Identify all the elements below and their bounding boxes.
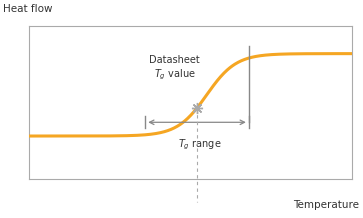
Text: $T_g$ range: $T_g$ range: [179, 138, 222, 152]
Text: Heat flow: Heat flow: [3, 4, 53, 14]
Text: Temperature: Temperature: [293, 200, 359, 210]
Text: Datasheet
$T_g$ value: Datasheet $T_g$ value: [149, 55, 200, 82]
